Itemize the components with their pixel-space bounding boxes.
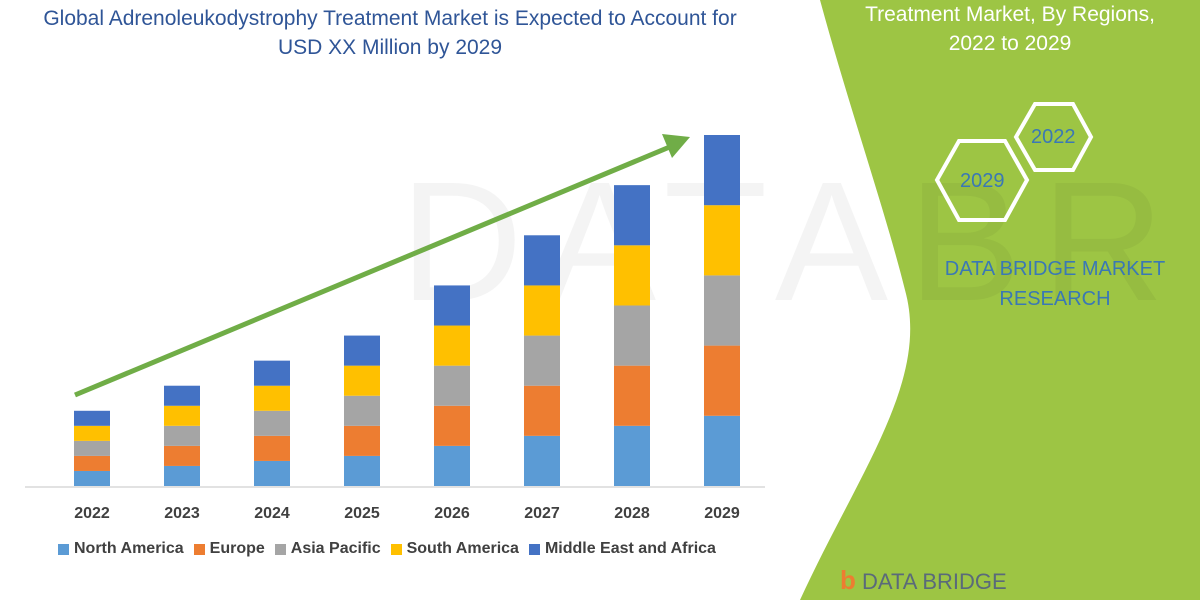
legend-item: Asia Pacific [274,540,381,558]
trend-arrow-line [74,143,673,398]
bar-segment-2028-south-america [614,245,650,306]
bar-segment-2023-europe [164,445,200,466]
bar-segment-2022-north-america [74,470,110,486]
data-bridge-logo: b DATA BRIDGE [840,565,1007,596]
logo-text: DATA BRIDGE [862,569,1007,594]
legend-label: South America [406,540,519,557]
legend-label: Asia Pacific [290,540,381,557]
bar-segment-2027-asia-pacific [524,335,560,386]
legend-label: North America [74,540,184,557]
bar-segment-2029-north-america [704,415,740,486]
bar-segment-2024-south-america [254,385,290,411]
side-title-line2: 2022 to 2029 [948,32,1072,55]
bar-segment-2023-asia-pacific [164,425,200,446]
x-tick-label: 2027 [524,505,560,522]
bar-segment-2027-south-america [524,285,560,336]
brand-text: DATA BRIDGE MARKET RESEARCH [915,254,1195,314]
legend-label: Middle East and Africa [544,540,716,557]
bar-segment-2026-europe [434,405,470,446]
bar-segment-2028-north-america [614,425,650,486]
bar-segment-2026-north-america [434,445,470,486]
bar-segment-2029-europe [704,345,740,416]
legend-swatch [390,543,402,555]
legend-item: Europe [193,540,265,558]
bar-segment-2025-north-america [344,455,380,486]
bar-segment-2029-middle-east-and-africa [704,135,740,206]
bar-segment-2025-south-america [344,365,380,396]
legend-item: North America [58,540,184,558]
bar-segment-2026-middle-east-and-africa [434,285,470,326]
bar-segment-2026-asia-pacific [434,365,470,406]
x-tick-label: 2029 [704,505,740,522]
bar-segment-2027-north-america [524,435,560,486]
brand-line1: DATA BRIDGE MARKET [944,258,1166,280]
bar-segment-2028-asia-pacific [614,305,650,366]
bar-segment-2029-south-america [704,205,740,276]
bar-segment-2028-middle-east-and-africa [614,185,650,246]
legend-item: Middle East and Africa [528,540,716,558]
legend-swatch [274,543,286,555]
bar-segment-2029-asia-pacific [704,275,740,346]
logo-icon: b [840,565,856,595]
x-tick-label: 2025 [344,505,380,522]
bar-segment-2025-middle-east-and-africa [344,335,380,366]
legend-swatch [528,543,540,555]
bar-segment-2025-asia-pacific [344,395,380,426]
x-tick-label: 2026 [434,505,470,522]
bar-segment-2022-europe [74,455,110,471]
bar-segment-2024-middle-east-and-africa [254,360,290,386]
chart-title: Global Adrenoleukodystrophy Treatment Ma… [43,7,737,59]
bar-segment-2026-south-america [434,325,470,366]
bar-segment-2023-north-america [164,465,200,486]
legend-swatch [58,543,69,555]
legend-swatch [193,543,205,555]
bar-segment-2023-middle-east-and-africa [164,385,200,406]
bar-segment-2024-asia-pacific [254,410,290,436]
bar-segment-2023-south-america [164,405,200,426]
bar-segment-2022-asia-pacific [74,440,110,456]
trend-arrow-head [662,134,690,158]
hex-label-2022: 2022 [1031,126,1076,148]
x-tick-label: 2023 [164,505,200,522]
x-tick-label: 2028 [614,505,650,522]
legend: North America Europe Asia Pacific South Ame… [58,540,716,558]
bar-segment-2027-middle-east-and-africa [524,235,560,286]
bar-segment-2027-europe [524,385,560,436]
legend-label: Europe [209,540,265,557]
bar-segment-2024-north-america [254,460,290,486]
green-side-panel [800,0,1200,600]
hex-label-2029: 2029 [960,170,1005,192]
x-tick-label: 2024 [254,505,290,522]
bar-segment-2028-europe [614,365,650,426]
side-title-line1: Treatment Market, By Regions, [865,3,1155,26]
hexagon-2029 [934,139,1030,222]
x-tick-label: 2022 [74,505,110,522]
side-panel-title: Treatment Market, By Regions, 2022 to 20… [820,0,1200,58]
hexagon-2022 [1013,102,1094,172]
bar-segment-2024-europe [254,435,290,461]
bar-segment-2025-europe [344,425,380,456]
legend-item: South America [390,540,519,558]
bar-segment-2022-middle-east-and-africa [74,410,110,426]
brand-line2: RESEARCH [999,288,1111,310]
bar-segment-2022-south-america [74,425,110,441]
